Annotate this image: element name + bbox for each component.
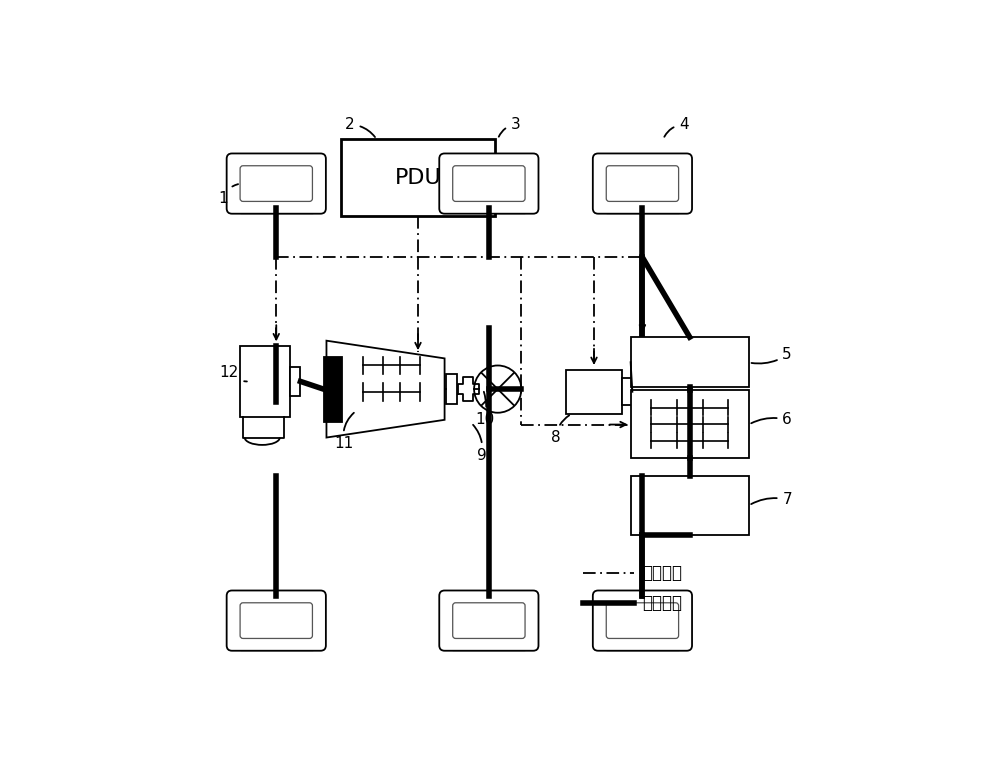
Text: 控制信号: 控制信号 — [642, 565, 682, 582]
FancyBboxPatch shape — [453, 603, 525, 638]
Bar — [446, 374, 457, 404]
Bar — [341, 140, 495, 216]
Bar — [631, 476, 749, 535]
Bar — [566, 370, 622, 414]
FancyBboxPatch shape — [453, 166, 525, 202]
Text: 3: 3 — [499, 117, 520, 137]
Bar — [290, 367, 300, 396]
Bar — [631, 390, 749, 458]
Text: 1: 1 — [218, 184, 238, 206]
FancyBboxPatch shape — [439, 153, 538, 214]
Polygon shape — [458, 377, 479, 401]
Bar — [324, 357, 342, 422]
FancyBboxPatch shape — [439, 591, 538, 650]
FancyBboxPatch shape — [593, 153, 692, 214]
FancyBboxPatch shape — [227, 591, 326, 650]
FancyBboxPatch shape — [240, 166, 312, 202]
Bar — [240, 346, 290, 417]
Text: 2: 2 — [345, 117, 375, 137]
Text: 10: 10 — [475, 392, 494, 427]
Text: PDU: PDU — [395, 168, 441, 188]
FancyBboxPatch shape — [606, 166, 679, 202]
Text: 5: 5 — [751, 347, 792, 364]
Text: 9: 9 — [473, 425, 487, 463]
Text: 4: 4 — [664, 117, 689, 137]
Text: 6: 6 — [751, 413, 792, 427]
Bar — [622, 378, 632, 405]
Text: 11: 11 — [335, 413, 354, 451]
FancyBboxPatch shape — [606, 603, 679, 638]
Text: 机械连接: 机械连接 — [642, 594, 682, 612]
Text: 12: 12 — [219, 365, 247, 381]
Polygon shape — [326, 341, 445, 437]
FancyBboxPatch shape — [593, 591, 692, 650]
FancyBboxPatch shape — [240, 603, 312, 638]
FancyBboxPatch shape — [227, 153, 326, 214]
Bar — [631, 337, 749, 387]
Text: 8: 8 — [551, 416, 569, 445]
Text: 7: 7 — [751, 492, 792, 507]
